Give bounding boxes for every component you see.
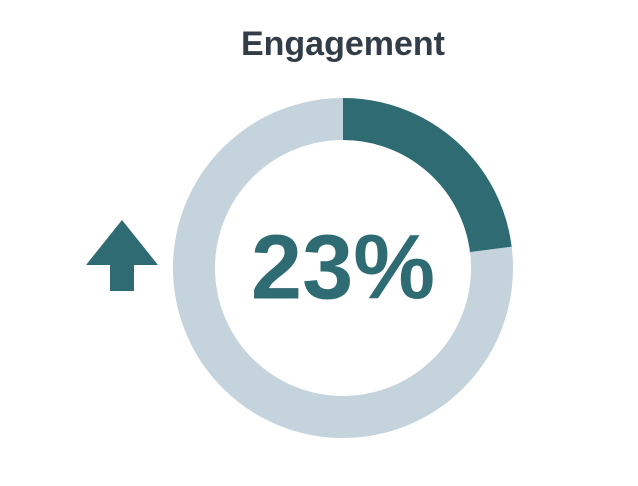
arrow-stem — [110, 264, 134, 291]
donut-segment — [342, 98, 512, 253]
chart-title: Engagement — [241, 25, 445, 63]
arrow-head — [86, 220, 158, 265]
trend-up-arrow — [86, 220, 158, 291]
value-label: 23% — [251, 216, 435, 318]
